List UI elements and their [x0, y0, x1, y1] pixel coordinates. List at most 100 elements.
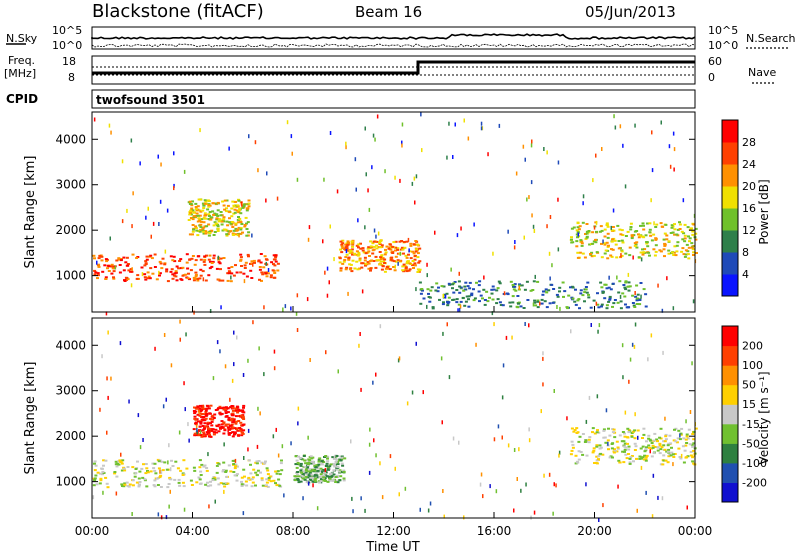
- data-cell: [584, 233, 587, 235]
- data-cell: [591, 451, 595, 454]
- data-cell: [233, 208, 237, 211]
- data-cell: [406, 260, 410, 263]
- data-cell: [244, 480, 248, 483]
- data-cell: [628, 254, 632, 257]
- data-cell: [526, 299, 530, 301]
- data-cell: [511, 301, 515, 304]
- data-cell: [100, 255, 104, 258]
- data-cell: [138, 470, 142, 473]
- data-cell: [622, 440, 626, 443]
- data-cell: [301, 473, 305, 475]
- data-cell: [596, 292, 599, 295]
- scatter-cell: [108, 123, 111, 128]
- data-cell: [375, 244, 379, 247]
- data-cell: [135, 277, 139, 280]
- data-cell: [215, 425, 219, 428]
- data-cell: [640, 457, 643, 460]
- data-cell: [208, 427, 212, 430]
- data-cell: [509, 280, 513, 283]
- data-cell: [243, 224, 247, 226]
- data-cell: [236, 204, 240, 207]
- noise-panel: N.Sky 10^5 10^0 10^5 10^0 N.Search: [6, 24, 796, 52]
- data-cell: [670, 446, 673, 449]
- data-cell: [214, 428, 218, 431]
- data-cell: [222, 432, 226, 435]
- scatter-cell: [542, 356, 544, 361]
- data-cell: [222, 406, 226, 409]
- scatter-cell: [231, 378, 234, 383]
- noise-sky-label: N.Sky: [6, 32, 38, 45]
- scatter-cell: [669, 164, 672, 169]
- data-cell: [207, 204, 211, 207]
- data-cell: [161, 469, 165, 472]
- data-cell: [265, 481, 269, 484]
- scatter-cell: [549, 276, 551, 281]
- data-cell: [232, 205, 236, 208]
- data-cell: [98, 254, 102, 257]
- data-cell: [179, 258, 183, 261]
- data-cell: [207, 223, 211, 226]
- data-cell: [324, 471, 328, 474]
- data-cell: [462, 289, 466, 292]
- data-cell: [254, 484, 257, 487]
- scatter-cell: [482, 494, 484, 499]
- data-cell: [186, 277, 190, 280]
- data-cell: [199, 470, 203, 473]
- scatter-cell: [159, 469, 161, 474]
- data-cell: [344, 246, 348, 249]
- scatter-cell: [381, 495, 384, 500]
- data-cell: [652, 439, 656, 442]
- data-cell: [378, 240, 382, 243]
- data-cell: [678, 223, 682, 226]
- scatter-cell: [401, 143, 403, 148]
- data-cell: [218, 262, 222, 265]
- data-cell: [237, 209, 241, 212]
- data-cell: [145, 485, 149, 488]
- data-cell: [158, 274, 161, 277]
- freq-tick-bottom: 8: [68, 71, 75, 84]
- data-cell: [667, 455, 671, 458]
- colorbar-swatch: [722, 365, 738, 386]
- scatter-cell: [368, 442, 371, 447]
- data-cell: [388, 243, 392, 246]
- data-cell: [636, 429, 640, 432]
- data-cell: [221, 470, 225, 473]
- scatter-cell: [693, 452, 695, 457]
- data-cell: [607, 448, 610, 451]
- data-cell: [226, 482, 230, 485]
- data-cell: [670, 224, 674, 227]
- scatter-cell: [528, 438, 531, 443]
- data-cell: [208, 232, 212, 234]
- data-cell: [179, 278, 183, 281]
- data-cell: [100, 259, 104, 262]
- data-cell: [117, 463, 121, 466]
- data-cell: [234, 407, 238, 410]
- data-cell: [305, 473, 309, 476]
- data-cell: [153, 469, 157, 472]
- data-cell: [614, 243, 618, 246]
- data-cell: [592, 299, 596, 302]
- data-cell: [627, 445, 631, 448]
- data-cell: [384, 267, 388, 270]
- data-cell: [379, 256, 383, 259]
- data-cell: [199, 482, 203, 485]
- data-cell: [216, 230, 220, 232]
- data-cell: [570, 427, 574, 430]
- data-region-2: [293, 454, 347, 484]
- scatter-cell: [368, 207, 371, 212]
- data-cell: [571, 446, 575, 449]
- data-cell: [635, 457, 638, 460]
- data-cell: [112, 277, 116, 280]
- data-cell: [240, 483, 244, 486]
- data-cell: [331, 456, 335, 459]
- data-cell: [624, 280, 628, 283]
- data-cell: [491, 298, 495, 301]
- data-cell: [428, 296, 432, 299]
- data-cell: [673, 223, 676, 226]
- scatter-cell: [617, 484, 619, 489]
- data-cell: [137, 485, 141, 488]
- data-cell: [600, 229, 604, 232]
- scatter-cell: [131, 224, 133, 229]
- data-cell: [212, 257, 216, 260]
- data-cell: [225, 233, 229, 236]
